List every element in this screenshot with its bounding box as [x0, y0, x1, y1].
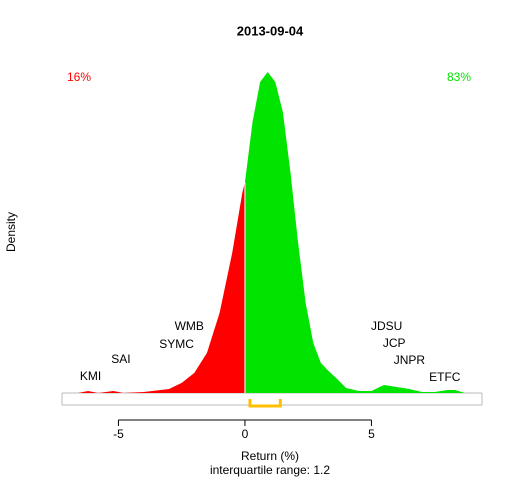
x-axis-label: Return (%) — [241, 449, 299, 463]
x-tick-label: 0 — [242, 427, 249, 441]
stock-label: JDSU — [371, 319, 402, 333]
x-tick-label: 5 — [368, 427, 375, 441]
stock-label: SYMC — [159, 337, 194, 351]
plot-frame — [61, 392, 483, 406]
stock-label: SAI — [111, 352, 130, 366]
stock-label: WMB — [175, 319, 204, 333]
density-left — [77, 182, 245, 393]
stock-label: JCP — [383, 336, 406, 350]
right-share: 83% — [447, 70, 471, 84]
left-share: 16% — [67, 70, 91, 84]
iqr-bracket — [248, 398, 282, 408]
density-right — [244, 72, 466, 393]
subtitle: interquartile range: 1.2 — [210, 463, 330, 477]
stock-label: ETFC — [429, 370, 461, 384]
chart-title: 2013-09-04 — [237, 23, 304, 38]
x-tick-label: -5 — [113, 427, 124, 441]
stock-label: KMI — [80, 369, 101, 383]
stock-label: JNPR — [394, 353, 426, 367]
y-axis-label: Density — [4, 212, 18, 252]
